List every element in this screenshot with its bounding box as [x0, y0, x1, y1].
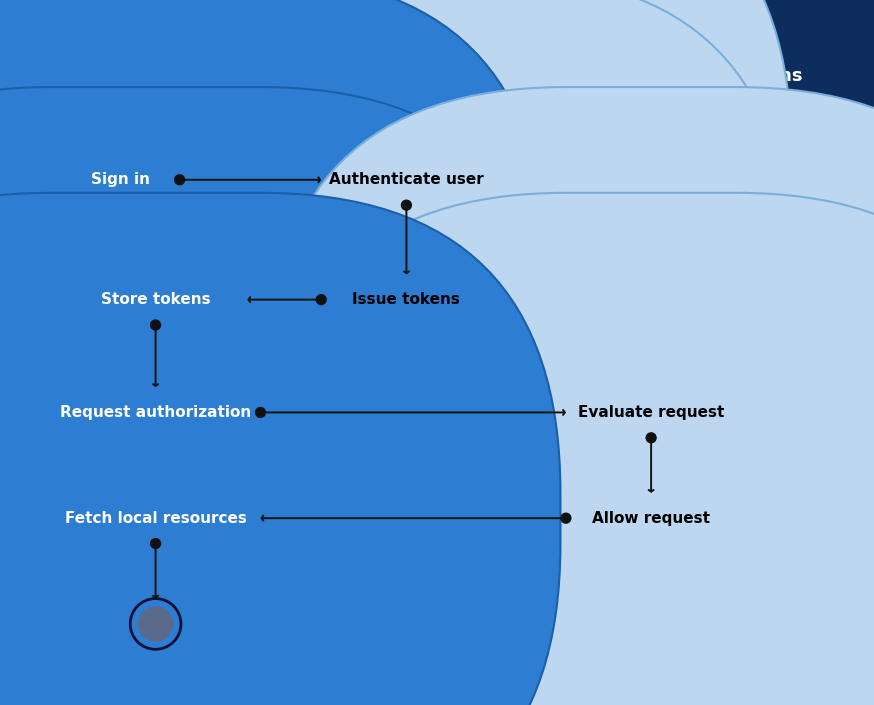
Circle shape [139, 607, 172, 641]
Circle shape [646, 433, 656, 443]
FancyBboxPatch shape [0, 0, 547, 625]
Text: Request authorization: Request authorization [60, 405, 251, 420]
Circle shape [150, 539, 161, 548]
FancyBboxPatch shape [0, 0, 480, 705]
Circle shape [150, 320, 161, 330]
Text: User pool: User pool [370, 67, 465, 85]
FancyBboxPatch shape [355, 0, 874, 324]
FancyBboxPatch shape [266, 87, 874, 705]
FancyBboxPatch shape [21, 0, 792, 505]
Text: Application: Application [98, 67, 212, 85]
Circle shape [401, 200, 412, 210]
Circle shape [561, 513, 571, 523]
Text: Allow request: Allow request [592, 510, 711, 526]
Circle shape [255, 407, 266, 417]
Text: Store tokens: Store tokens [101, 292, 211, 307]
FancyBboxPatch shape [0, 0, 480, 324]
FancyBboxPatch shape [266, 192, 874, 705]
Text: Verified Permissions: Verified Permissions [595, 67, 803, 85]
Text: Authenticate user: Authenticate user [329, 172, 484, 188]
Text: Evaluate request: Evaluate request [578, 405, 725, 420]
Text: Fetch local resources: Fetch local resources [65, 510, 246, 526]
FancyBboxPatch shape [21, 0, 792, 625]
Text: Issue tokens: Issue tokens [352, 292, 461, 307]
FancyBboxPatch shape [101, 0, 733, 324]
FancyBboxPatch shape [101, 0, 733, 705]
FancyBboxPatch shape [355, 0, 874, 705]
Text: Sign in: Sign in [91, 172, 150, 188]
Circle shape [175, 175, 184, 185]
Circle shape [316, 295, 326, 305]
FancyBboxPatch shape [0, 87, 560, 705]
Ellipse shape [61, 154, 180, 205]
FancyBboxPatch shape [0, 192, 560, 705]
